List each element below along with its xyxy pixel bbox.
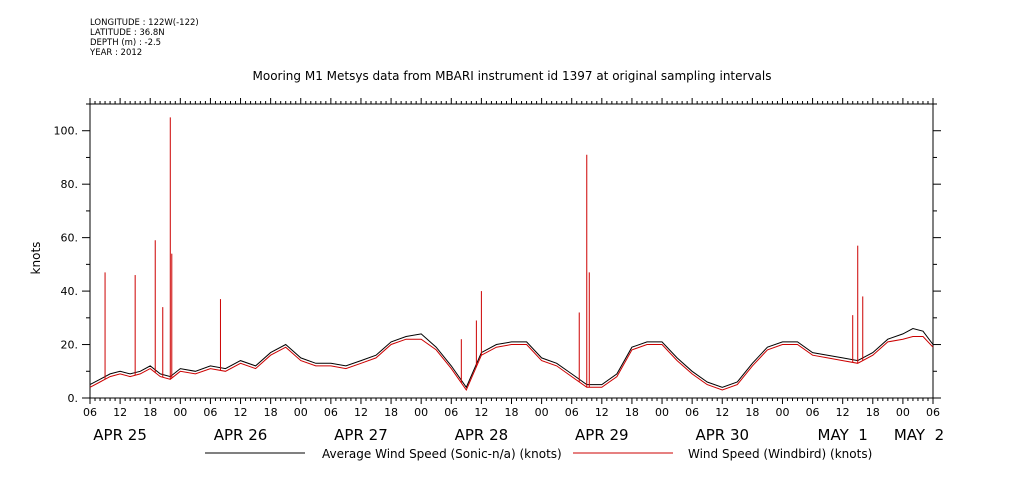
y-tick-label: 100. [54,125,79,138]
x-tick-labels: 06 12 18 00 06 12 18 00 06 12 18 00 06 12 18 00 06 12 18 00… [83,406,940,419]
y-tick-label: 80. [61,178,79,191]
x-tick-label: 12 [113,406,127,419]
series-line-1 [89,336,934,392]
x-tick-label: 12 [234,406,248,419]
y-tick-label: 40. [61,285,79,298]
latitude-label: LATITUDE : 36.8N [90,28,165,38]
x-tick-label: 12 [836,406,850,419]
x-tick-label: 06 [324,406,338,419]
day-label: APR 25 [93,426,147,444]
legend-label-average: Average Wind Speed (Sonic-n/a) (knots) [322,447,562,461]
y-tick-labels: 0. 20. 40. 60. 80. 100. [54,125,79,405]
day-label: MAY 1 [818,426,868,444]
longitude-label: LONGITUDE : 122W(-122) [90,18,199,28]
series-line-0 [89,327,934,389]
depth-label: DEPTH (m) : -2.5 [90,38,162,48]
x-tick-label: 06 [565,406,579,419]
x-tick-label: 18 [143,406,157,419]
y-tick-label: 20. [61,339,79,352]
x-tick-label: 00 [294,406,308,419]
y-tick-label: 0. [68,392,79,405]
day-label: APR 28 [455,426,509,444]
x-tick-label: 00 [535,406,549,419]
plot-frame [89,103,934,399]
plot-area [89,117,934,392]
year-label: YEAR : 2012 [90,48,143,58]
x-tick-label: 06 [926,406,940,419]
x-tick-label: 00 [775,406,789,419]
legend-label-windbird: Wind Speed (Windbird) (knots) [688,447,872,461]
chart-title: Mooring M1 Metsys data from MBARI instru… [253,69,772,83]
day-label: APR 29 [575,426,629,444]
x-tick-label: 00 [655,406,669,419]
x-tick-label: 00 [173,406,187,419]
y-tick-label: 60. [61,232,79,245]
x-tick-label: 06 [203,406,217,419]
day-label: APR 26 [214,426,268,444]
x-tick-label: 18 [384,406,398,419]
day-label: APR 27 [334,426,388,444]
axis-ticks [82,98,941,404]
x-tick-label: 18 [625,406,639,419]
x-tick-label: 18 [866,406,880,419]
x-tick-label: 18 [505,406,519,419]
x-tick-label: 06 [444,406,458,419]
x-tick-label: 12 [715,406,729,419]
x-tick-label: 18 [745,406,759,419]
x-tick-label: 00 [896,406,910,419]
x-tick-label: 12 [354,406,368,419]
metadata-block: LONGITUDE : 122W(-122) LATITUDE : 36.8N … [90,18,199,58]
x-tick-label: 18 [264,406,278,419]
day-labels: APR 25 APR 26 APR 27 APR 28 APR 29 APR 30 MAY … [93,426,944,444]
x-tick-label: 06 [83,406,97,419]
x-tick-label: 06 [806,406,820,419]
day-label: APR 30 [695,426,749,444]
x-tick-label: 00 [414,406,428,419]
day-label: MAY 2 [894,426,944,444]
y-axis-label: knots [29,242,43,275]
x-tick-label: 12 [595,406,609,419]
x-tick-label: 06 [685,406,699,419]
x-tick-label: 12 [474,406,488,419]
legend: Average Wind Speed (Sonic-n/a) (knots) W… [205,447,872,461]
